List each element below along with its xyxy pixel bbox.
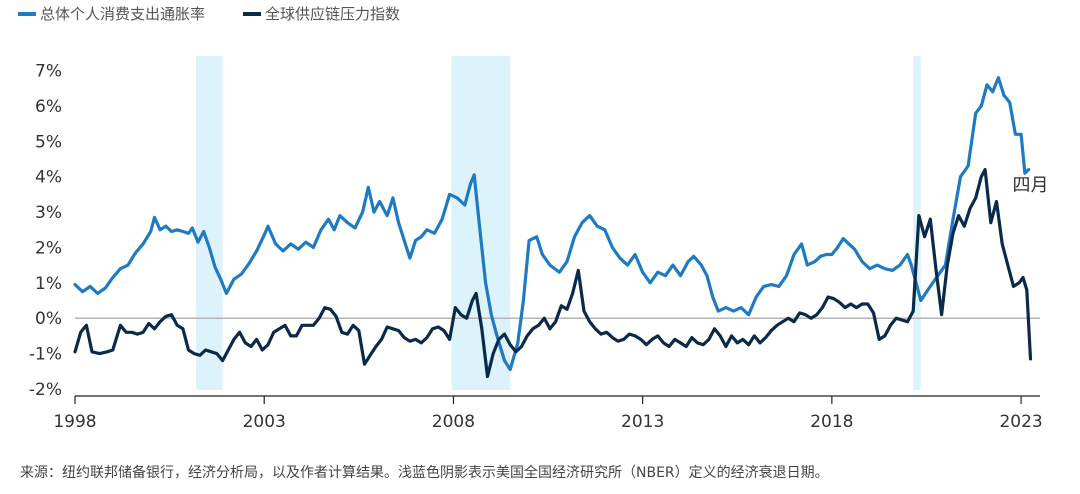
- y-tick-label: -2%: [29, 380, 62, 400]
- recession-band-1: [196, 56, 223, 390]
- y-axis: 7% 6% 5% 4% 3% 2% 1% 0% -1% -2%: [29, 62, 62, 400]
- x-tick-label: 2003: [243, 412, 286, 432]
- y-tick-label: 7%: [35, 62, 62, 82]
- x-tick-label: 2023: [999, 412, 1042, 432]
- y-tick-label: 0%: [35, 309, 62, 329]
- x-axis: 1998 2003 2008 2013 2018 2023: [53, 396, 1043, 432]
- series-layer: [73, 76, 1033, 379]
- legend: 总体个人消费支出通胀率 全球供应链压力指数: [18, 5, 400, 23]
- recession-band-2: [451, 56, 511, 390]
- x-tick-label: 2008: [432, 412, 475, 432]
- y-tick-label: 6%: [35, 97, 62, 117]
- x-tick-label: 2013: [621, 412, 664, 432]
- recession-shading-layer: [196, 56, 921, 390]
- legend-label: 全球供应链压力指数: [265, 5, 400, 23]
- annotation-label: 四月: [1013, 175, 1049, 196]
- x-tick-label: 2018: [810, 412, 853, 432]
- y-tick-label: 2%: [35, 238, 62, 258]
- series-line-supply-chain-pressure: [73, 168, 1033, 379]
- legend-label: 总体个人消费支出通胀率: [40, 5, 205, 23]
- y-tick-label: 3%: [35, 203, 62, 223]
- series-line-pce-inflation: [73, 76, 1031, 372]
- y-tick-label: 4%: [35, 168, 62, 188]
- y-tick-label: 5%: [35, 132, 62, 152]
- source-note: 来源：纽约联邦储备银行，经济分析局，以及作者计算结果。浅蓝色阴影表示美国全国经济…: [20, 465, 829, 481]
- x-tick-label: 1998: [53, 412, 96, 432]
- y-tick-label: -1%: [29, 345, 62, 365]
- y-tick-label: 1%: [35, 274, 62, 294]
